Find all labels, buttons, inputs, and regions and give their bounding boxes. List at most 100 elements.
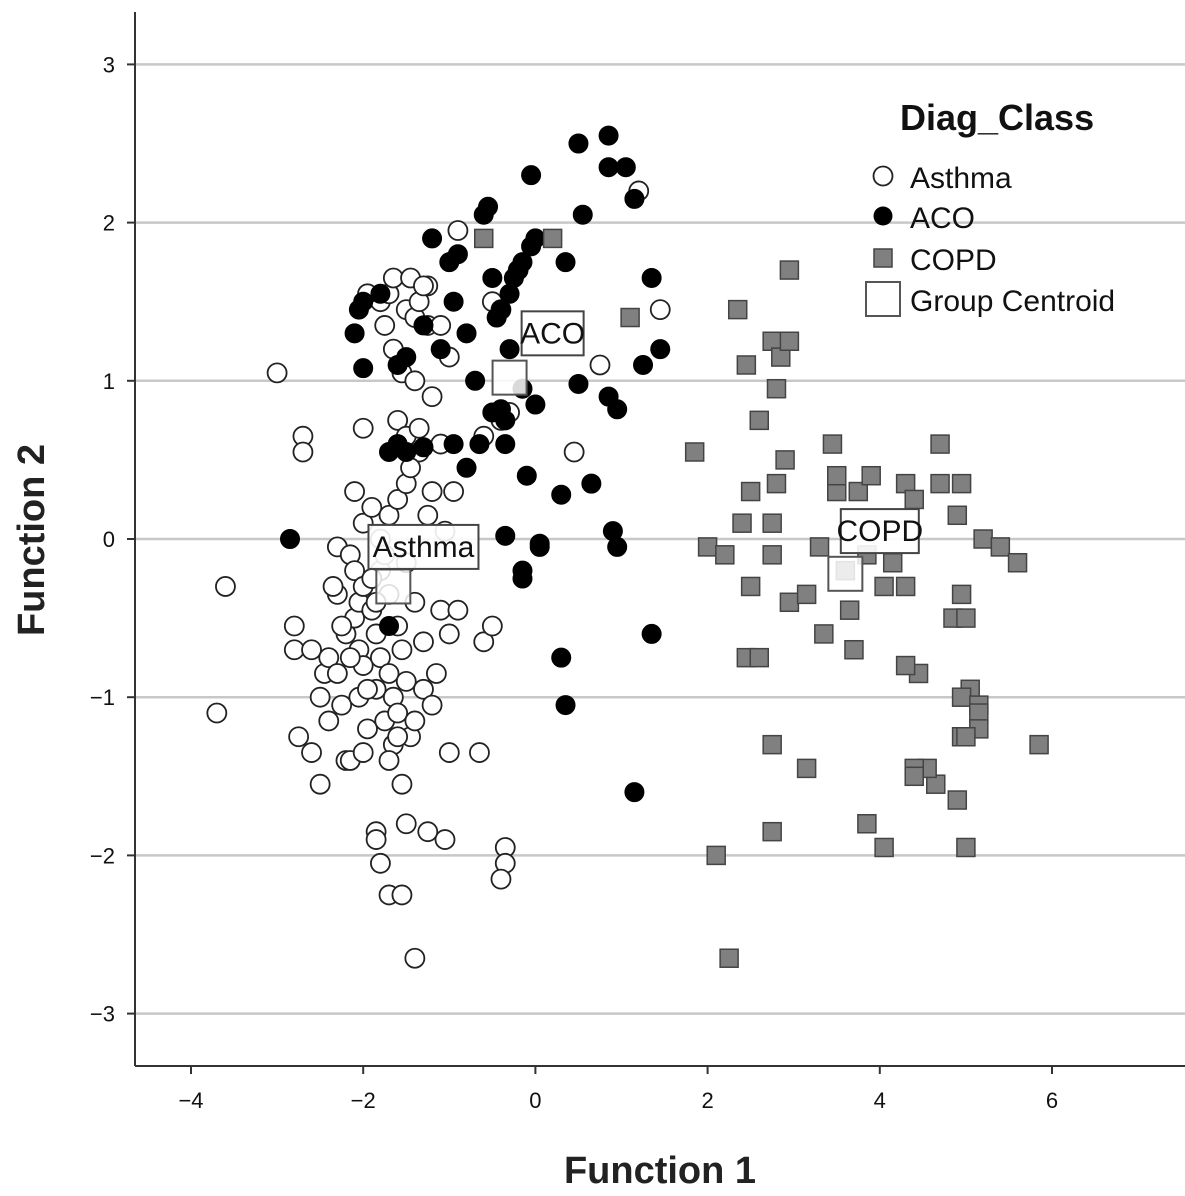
asthma-point	[382, 267, 404, 289]
copd-point	[620, 307, 640, 328]
aco-point	[344, 323, 365, 344]
copd-point	[895, 655, 916, 676]
asthma-point	[206, 702, 228, 724]
copd-point	[857, 814, 877, 834]
aco-point	[633, 354, 654, 375]
legend-entry-label: ACO	[910, 202, 975, 235]
copd-point	[951, 584, 972, 605]
centroid-marker	[827, 555, 864, 592]
asthma-point	[563, 441, 585, 463]
copd-point	[1007, 552, 1028, 573]
aco-point	[598, 157, 619, 178]
aco-point	[641, 623, 662, 644]
legend-entry-label: Asthma	[910, 162, 1012, 195]
aco-point	[512, 252, 533, 273]
aco-point	[529, 533, 550, 554]
aco-point	[353, 358, 374, 379]
asthma-points	[206, 180, 671, 969]
asthma-point	[288, 726, 310, 748]
asthma-point	[438, 623, 460, 645]
copd-point	[956, 727, 976, 747]
y-tick-label: 3	[103, 52, 115, 77]
aco-point	[525, 394, 546, 415]
aco-point	[555, 695, 576, 716]
copd-point	[809, 537, 830, 557]
aco-point	[396, 347, 417, 368]
copd-point	[895, 576, 916, 597]
asthma-point	[481, 615, 503, 637]
asthma-point	[318, 710, 340, 732]
x-axis-title: Function 1	[564, 1150, 756, 1191]
asthma-point	[425, 663, 447, 684]
aco-point	[469, 434, 490, 455]
asthma-point	[301, 639, 322, 661]
copd-point	[775, 450, 795, 470]
asthma-point	[309, 773, 331, 795]
aco-points	[280, 125, 671, 803]
aco-point	[379, 441, 400, 462]
asthma-point	[357, 678, 378, 700]
copd-point	[956, 608, 976, 628]
aco-point	[495, 434, 516, 455]
copd-point	[882, 552, 903, 573]
copd-point	[990, 537, 1011, 557]
copd-point	[762, 513, 782, 533]
aco-point	[499, 283, 520, 304]
asthma-point	[404, 947, 426, 969]
asthma-point	[421, 694, 443, 716]
y-axis-title: Function 2	[11, 444, 53, 636]
copd-point	[762, 734, 782, 755]
asthma-point	[391, 639, 413, 661]
aco-point	[555, 252, 576, 273]
asthma-point	[430, 315, 452, 336]
copd-point	[732, 513, 752, 533]
copd-point	[762, 545, 782, 565]
asthma-point	[438, 742, 460, 763]
asthma-point	[365, 829, 387, 850]
x-tick-label: 4	[874, 1088, 886, 1113]
asthma-point	[443, 481, 465, 502]
aco-point	[624, 782, 645, 803]
copd-point	[473, 228, 494, 249]
asthma-point	[391, 884, 413, 906]
copd-point	[779, 331, 800, 351]
asthma-point	[421, 481, 443, 502]
legend: Diag_Class Asthma ACO COPD Group Centroid	[865, 97, 1115, 318]
asthma-point	[413, 678, 434, 700]
copd-point	[706, 845, 726, 866]
group-centroids: ACO Asthma COPD	[367, 310, 923, 605]
aco-point	[551, 484, 572, 505]
x-tick-label: −4	[178, 1088, 203, 1113]
aco-point	[465, 370, 486, 391]
aco-point	[443, 291, 464, 312]
copd-point	[727, 299, 748, 320]
asthma-point	[589, 354, 611, 376]
copd-point	[839, 600, 860, 620]
legend-entry-label: Group Centroid	[910, 285, 1115, 318]
asthma-point	[395, 670, 417, 692]
aco-point	[572, 204, 593, 225]
asthma-point	[421, 386, 443, 408]
asthma-point	[301, 742, 322, 763]
asthma-point	[447, 599, 469, 621]
copd-point	[947, 790, 968, 810]
asthma-point	[339, 647, 361, 669]
aco-point	[456, 323, 477, 344]
aco-point	[512, 560, 533, 581]
aco-point	[353, 291, 374, 312]
copd-point	[844, 639, 864, 660]
aco-point	[598, 125, 619, 146]
aco-point	[650, 339, 671, 360]
copd-point	[848, 481, 869, 502]
legend-entry-label: COPD	[910, 244, 997, 277]
asthma-point	[309, 686, 331, 708]
legend-title: Diag_Class	[900, 97, 1094, 138]
aco-point	[413, 437, 434, 458]
asthma-point	[404, 370, 426, 392]
aco-point	[482, 267, 503, 288]
asthma-point	[331, 694, 353, 716]
copd-point	[861, 465, 881, 486]
asthma-point	[318, 647, 340, 669]
